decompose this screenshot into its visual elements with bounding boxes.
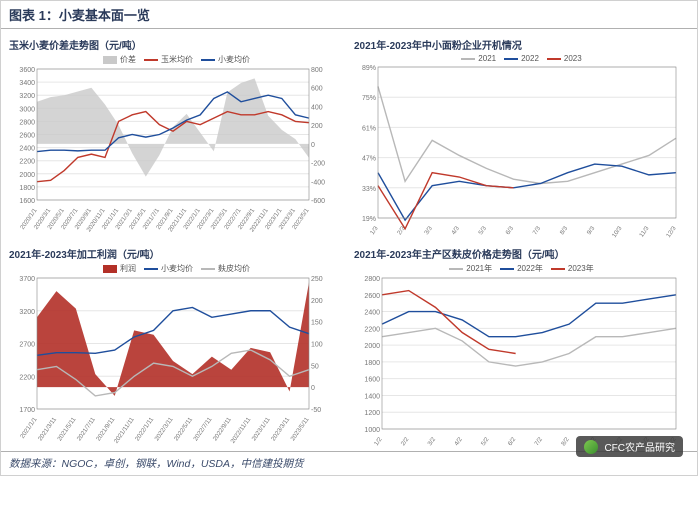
- svg-text:3200: 3200: [19, 93, 35, 100]
- svg-text:10/3: 10/3: [611, 225, 624, 238]
- svg-text:11/3: 11/3: [638, 225, 651, 238]
- panel-d: 2021年-2023年主产区麸皮价格走势图（元/吨） 2021年2022年202…: [352, 242, 691, 449]
- panel-d-chart: 1000 1200 1400 1600 1800 2000 2200 2400 2600 2800…: [352, 274, 682, 449]
- svg-text:3/2: 3/2: [426, 436, 437, 448]
- svg-text:400: 400: [311, 104, 323, 111]
- svg-text:150: 150: [311, 320, 323, 327]
- svg-text:1/3: 1/3: [369, 225, 380, 237]
- svg-text:2800: 2800: [364, 276, 380, 283]
- svg-text:1000: 1000: [364, 427, 380, 434]
- panel-a-title: 玉米小麦价差走势图（元/吨）: [9, 37, 346, 52]
- svg-text:7/3: 7/3: [532, 225, 543, 237]
- svg-text:2600: 2600: [364, 293, 380, 300]
- svg-text:2400: 2400: [19, 146, 35, 153]
- svg-text:61%: 61%: [362, 125, 376, 132]
- svg-text:2000: 2000: [19, 172, 35, 179]
- svg-text:-200: -200: [311, 161, 325, 168]
- svg-text:1200: 1200: [364, 410, 380, 417]
- figure-container: 图表 1：小麦基本面一览 玉米小麦价差走势图（元/吨） 价差玉米均价小麦均价 1…: [0, 0, 698, 476]
- svg-text:1800: 1800: [19, 185, 35, 192]
- svg-text:2200: 2200: [364, 326, 380, 333]
- panel-c-chart: 1700 2200 2700 3200 3700 -50 0 50 100 150 200 250 20…: [7, 274, 337, 449]
- figure-title: 图表 1：小麦基本面一览: [1, 1, 697, 29]
- panel-c: 2021年-2023年加工利润（元/吨） 利润小麦均价麸皮均价 1700 2200…: [7, 242, 346, 449]
- svg-text:600: 600: [311, 86, 323, 93]
- svg-text:2200: 2200: [19, 159, 35, 166]
- panel-c-legend: 利润小麦均价麸皮均价: [7, 263, 346, 274]
- svg-text:50: 50: [311, 363, 319, 370]
- svg-text:2200: 2200: [19, 374, 35, 381]
- svg-text:2022/11/11: 2022/11/11: [229, 416, 252, 445]
- svg-text:0: 0: [311, 385, 315, 392]
- panel-d-legend: 2021年2022年2023年: [352, 263, 691, 274]
- svg-text:7/2: 7/2: [533, 436, 544, 448]
- panel-d-title: 2021年-2023年主产区麸皮价格走势图（元/吨）: [354, 246, 691, 261]
- svg-text:47%: 47%: [362, 156, 376, 163]
- svg-text:3200: 3200: [19, 309, 35, 316]
- svg-text:4/3: 4/3: [450, 225, 461, 237]
- svg-text:200: 200: [311, 298, 323, 305]
- watermark: CFC农产品研究: [576, 436, 683, 457]
- svg-text:75%: 75%: [362, 95, 376, 102]
- svg-text:6/2: 6/2: [507, 436, 518, 448]
- svg-text:1600: 1600: [364, 377, 380, 384]
- svg-text:89%: 89%: [362, 65, 376, 72]
- svg-text:1400: 1400: [364, 393, 380, 400]
- svg-text:12/3: 12/3: [665, 225, 678, 238]
- svg-text:33%: 33%: [362, 186, 376, 193]
- svg-text:250: 250: [311, 276, 323, 283]
- svg-text:2/2: 2/2: [400, 436, 411, 448]
- svg-text:1700: 1700: [19, 407, 35, 414]
- panel-c-title: 2021年-2023年加工利润（元/吨）: [9, 246, 346, 261]
- svg-text:3700: 3700: [19, 276, 35, 283]
- watermark-text: CFC农产品研究: [604, 439, 675, 454]
- svg-text:200: 200: [311, 123, 323, 130]
- svg-text:4/2: 4/2: [453, 436, 464, 448]
- svg-text:3/3: 3/3: [423, 225, 434, 237]
- svg-text:0: 0: [311, 142, 315, 149]
- svg-text:800: 800: [311, 67, 323, 74]
- svg-text:6/3: 6/3: [504, 225, 515, 237]
- svg-text:19%: 19%: [362, 216, 376, 223]
- panel-a-chart: 1600180020002200240026002800300032003400…: [7, 65, 337, 240]
- svg-text:5/3: 5/3: [477, 225, 488, 237]
- wechat-icon: [584, 440, 598, 454]
- svg-text:2021/11/11: 2021/11/11: [113, 416, 136, 445]
- svg-text:2000: 2000: [364, 343, 380, 350]
- svg-text:2600: 2600: [19, 133, 35, 140]
- svg-text:3600: 3600: [19, 67, 35, 74]
- svg-text:2400: 2400: [364, 310, 380, 317]
- svg-text:2800: 2800: [19, 119, 35, 126]
- svg-text:1/2: 1/2: [373, 436, 384, 448]
- svg-text:1600: 1600: [19, 198, 35, 205]
- svg-text:3400: 3400: [19, 80, 35, 87]
- panel-a: 玉米小麦价差走势图（元/吨） 价差玉米均价小麦均价 16001800200022…: [7, 33, 346, 240]
- svg-text:-50: -50: [311, 407, 321, 414]
- svg-text:9/3: 9/3: [586, 225, 597, 237]
- svg-text:8/2: 8/2: [560, 436, 571, 448]
- svg-text:-600: -600: [311, 198, 325, 205]
- svg-text:100: 100: [311, 342, 323, 349]
- svg-text:8/3: 8/3: [559, 225, 570, 237]
- chart-grid: 玉米小麦价差走势图（元/吨） 价差玉米均价小麦均价 16001800200022…: [1, 29, 697, 451]
- svg-text:5/2: 5/2: [480, 436, 491, 448]
- svg-text:3000: 3000: [19, 106, 35, 113]
- svg-text:2021/1/1: 2021/1/1: [19, 416, 39, 440]
- svg-text:2023/5/11: 2023/5/11: [289, 416, 311, 443]
- panel-b: 2021年-2023年中小面粉企业开机情况 202120222023 19% 33…: [352, 33, 691, 240]
- svg-text:2/3: 2/3: [396, 225, 407, 237]
- svg-text:1800: 1800: [364, 360, 380, 367]
- svg-text:2700: 2700: [19, 342, 35, 349]
- svg-text:-400: -400: [311, 179, 325, 186]
- panel-b-chart: 19% 33% 47% 61% 75% 89% 1/3 2/3 3/3 4/3 5/3 6/3 7/3 8…: [352, 63, 682, 238]
- panel-b-legend: 202120222023: [352, 54, 691, 63]
- panel-a-legend: 价差玉米均价小麦均价: [7, 54, 346, 65]
- panel-b-title: 2021年-2023年中小面粉企业开机情况: [354, 37, 691, 52]
